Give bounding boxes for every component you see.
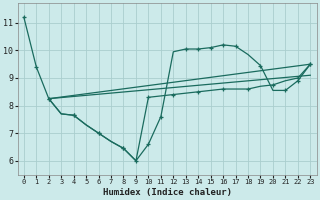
X-axis label: Humidex (Indice chaleur): Humidex (Indice chaleur) bbox=[103, 188, 232, 197]
